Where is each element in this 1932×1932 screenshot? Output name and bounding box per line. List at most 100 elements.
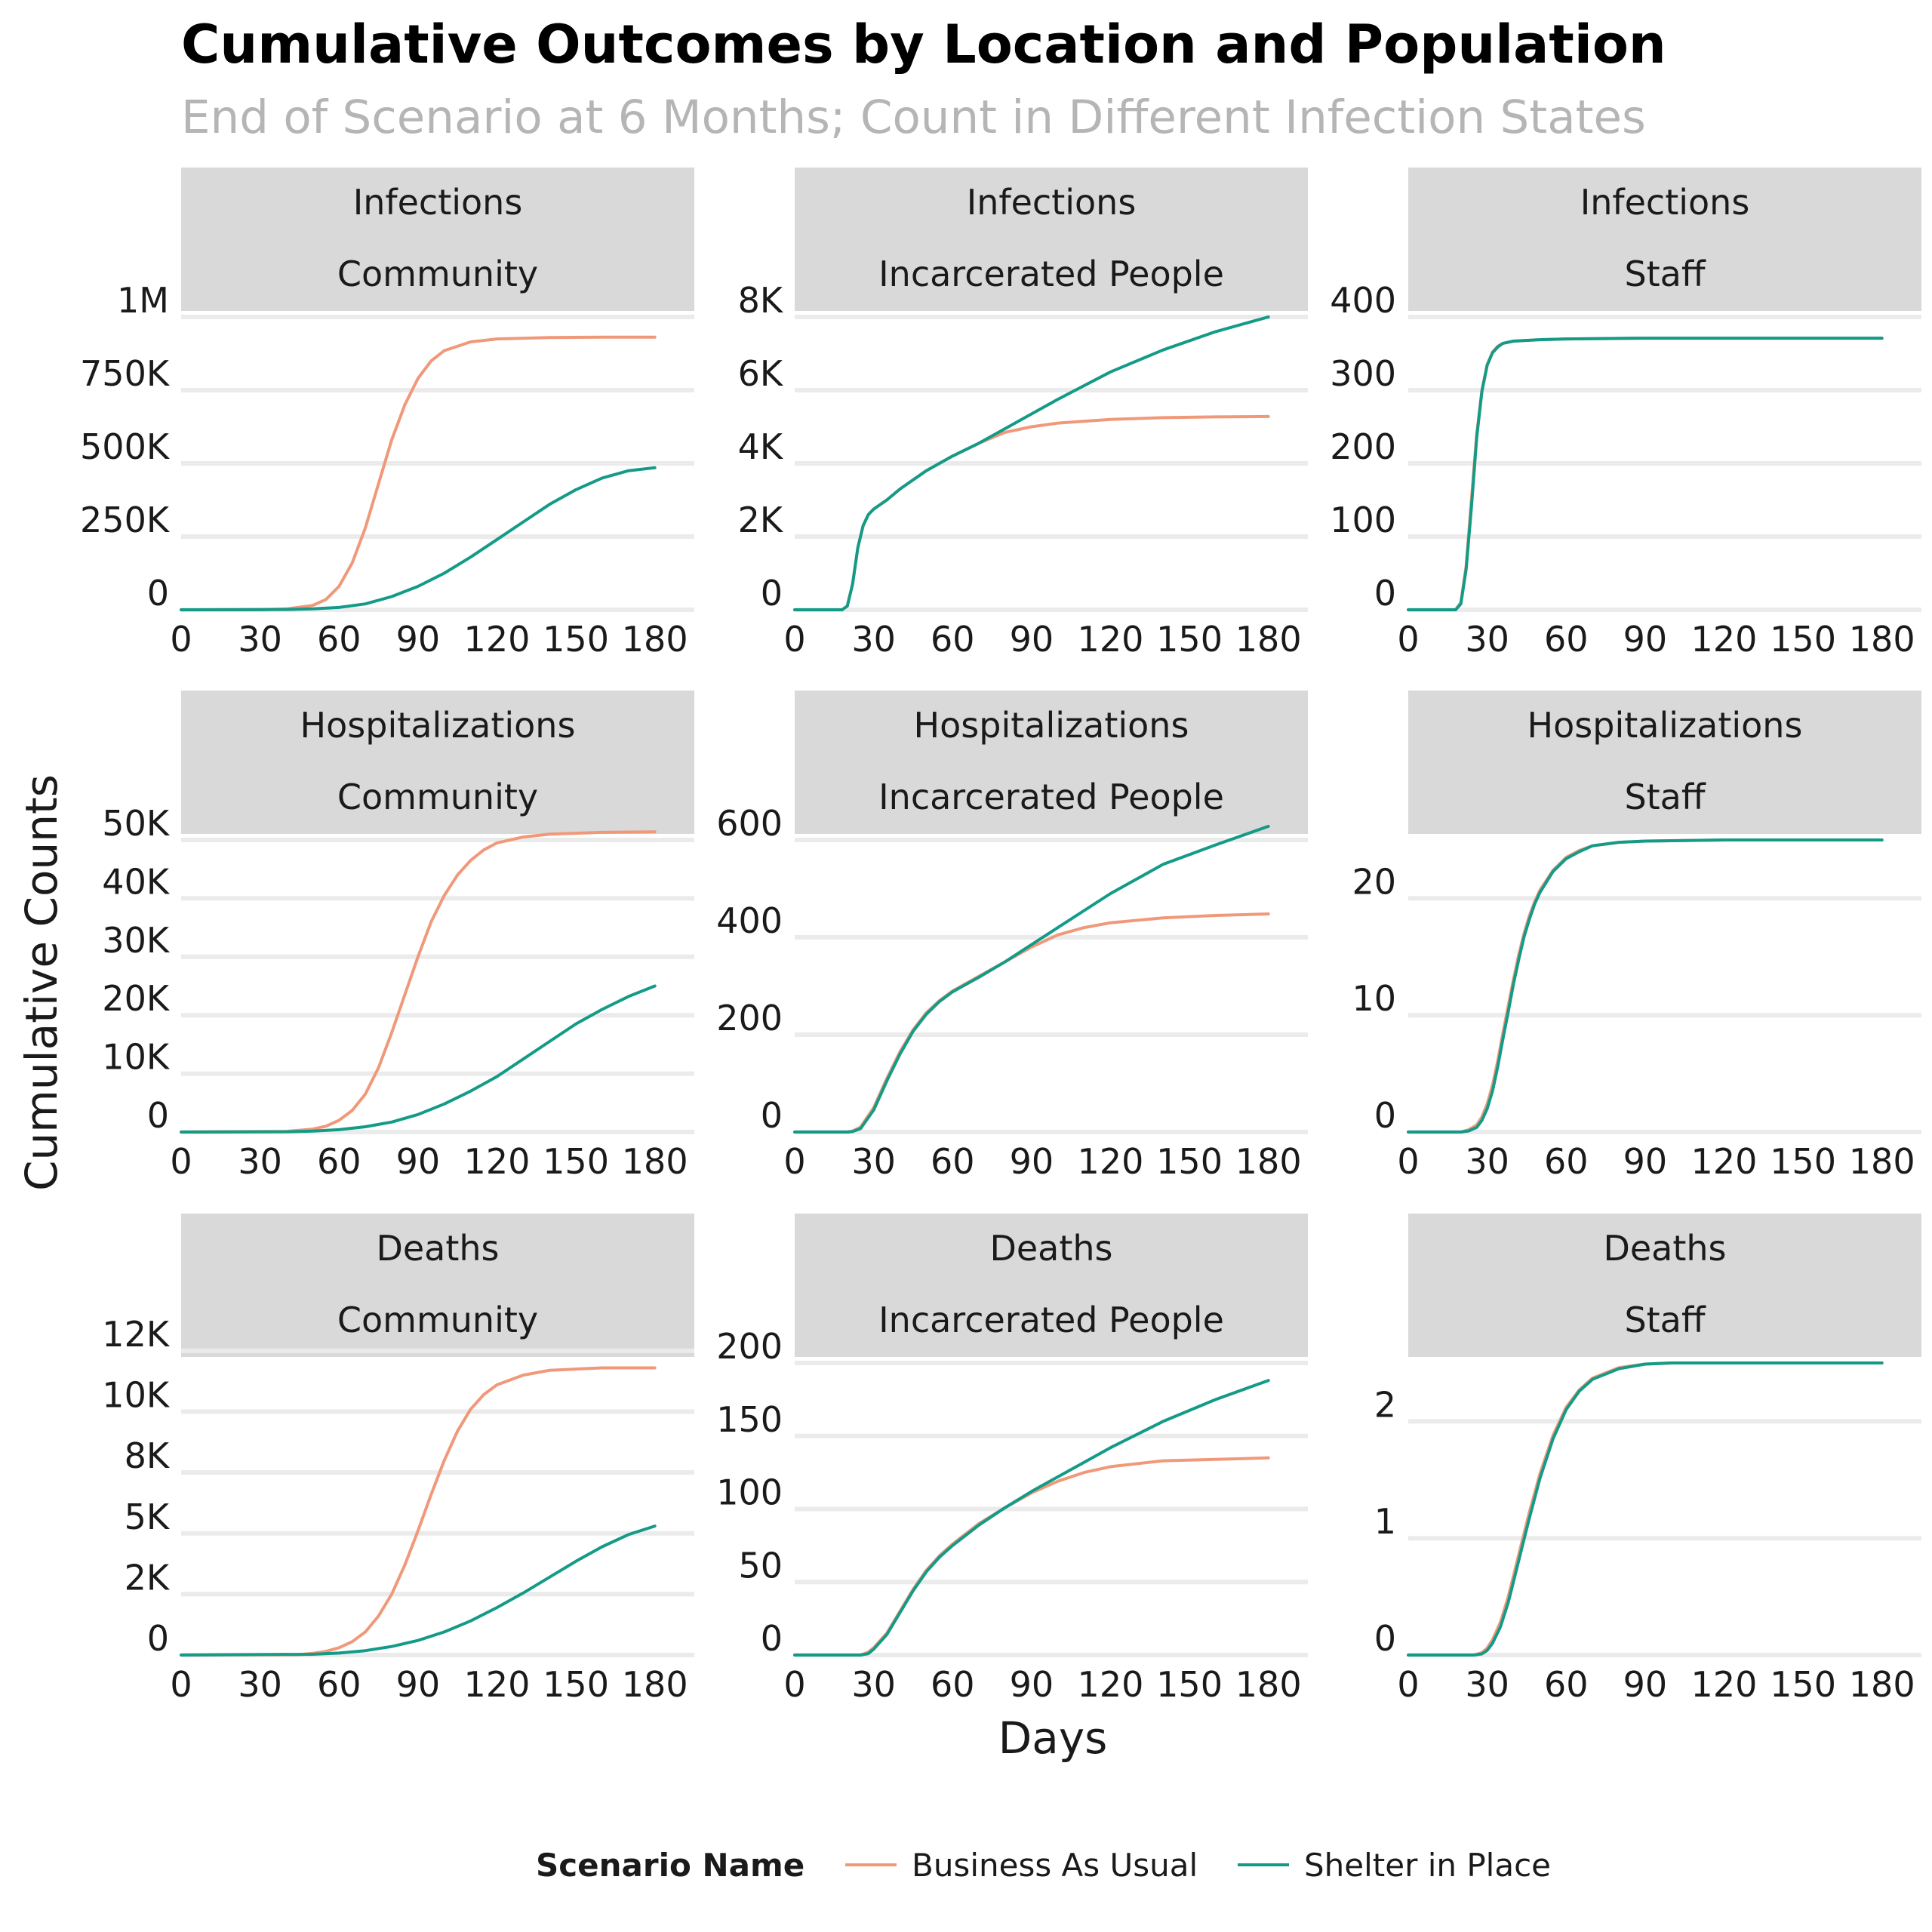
strip-label-outcome: Hospitalizations	[1527, 705, 1803, 746]
x-tick-label: 0	[783, 619, 805, 660]
strip-background	[795, 762, 1308, 834]
y-tick-label: 250K	[80, 500, 171, 540]
x-tick-label: 0	[1397, 1664, 1419, 1705]
x-tick-label: 0	[1397, 619, 1419, 660]
x-tick-label: 90	[396, 619, 441, 660]
y-tick-label: 6K	[738, 353, 784, 394]
y-tick-label: 0	[147, 1618, 169, 1659]
strip-background	[795, 239, 1308, 311]
panel-deaths-incarcerated-people: Deaths Incarcerated People 0 50 100 150 200 0 30…	[716, 1214, 1308, 1705]
x-tick-label: 180	[622, 619, 688, 660]
y-tick-label: 10K	[102, 1037, 171, 1078]
legend-title: Scenario Name	[536, 1847, 804, 1884]
y-tick-label: 200	[1330, 426, 1396, 467]
strip-background	[181, 168, 694, 239]
x-tick-label: 90	[1010, 1141, 1054, 1182]
y-tick-label: 600	[716, 803, 783, 844]
y-tick-label: 0	[1374, 1618, 1396, 1659]
strip-label-outcome: Infections	[967, 182, 1137, 223]
x-tick-label: 60	[317, 1141, 361, 1182]
x-tick-label: 30	[238, 1141, 282, 1182]
strip-background	[181, 239, 694, 311]
y-tick-label: 500K	[80, 426, 171, 467]
y-tick-label: 100	[716, 1472, 783, 1513]
x-tick-label: 60	[317, 1664, 361, 1705]
legend: Scenario Name Business As Usual Shelter in…	[536, 1847, 1551, 1884]
x-tick-label: 60	[1544, 1141, 1589, 1182]
x-tick-label: 30	[851, 1141, 896, 1182]
x-tick-label: 150	[543, 1141, 609, 1182]
legend-label-shelter-in-place: Shelter in Place	[1304, 1847, 1551, 1884]
strip-background	[181, 1285, 694, 1357]
x-tick-label: 120	[1691, 619, 1758, 660]
x-tick-label: 30	[1465, 1664, 1509, 1705]
y-tick-label: 2	[1374, 1384, 1396, 1425]
y-tick-label: 0	[1374, 573, 1396, 614]
y-tick-label: 20K	[102, 978, 171, 1019]
x-tick-label: 150	[543, 1664, 609, 1705]
y-tick-label: 750K	[80, 353, 171, 394]
x-tick-label: 180	[1235, 1141, 1302, 1182]
y-axis-title: Cumulative Counts	[16, 774, 67, 1191]
y-tick-label: 20	[1352, 861, 1396, 902]
y-tick-label: 4K	[738, 426, 784, 467]
series-line-shelter-in-place	[793, 1379, 1270, 1657]
y-tick-label: 2K	[738, 500, 784, 540]
panel-infections-community: Infections Community 0 250K 500K 750K 1M 0 30 60 9…	[80, 168, 694, 660]
x-tick-label: 0	[170, 1141, 192, 1182]
strip-label-population: Staff	[1624, 777, 1706, 817]
x-tick-label: 150	[1156, 619, 1223, 660]
y-tick-label: 5K	[125, 1497, 171, 1537]
x-tick-label: 90	[1623, 1141, 1668, 1182]
series-line-shelter-in-place	[180, 466, 657, 611]
x-tick-label: 60	[1544, 1664, 1589, 1705]
x-tick-label: 120	[1078, 1141, 1144, 1182]
x-tick-label: 30	[1465, 1141, 1509, 1182]
strip-label-outcome: Deaths	[376, 1228, 499, 1269]
y-tick-label: 0	[147, 573, 169, 614]
x-tick-label: 180	[1849, 1664, 1915, 1705]
strip-background	[181, 762, 694, 834]
y-tick-label: 0	[761, 1618, 783, 1659]
x-tick-label: 30	[851, 1664, 896, 1705]
x-tick-label: 150	[1770, 1664, 1836, 1705]
strip-background	[1408, 239, 1921, 311]
panel-hospitalizations-incarcerated-people: Hospitalizations Incarcerated People 0 200 4…	[716, 691, 1308, 1182]
strip-background	[181, 1214, 694, 1285]
panel-hospitalizations-staff: Hospitalizations Staff 0 10 20 0 30 60 90 120 150 1…	[1352, 691, 1921, 1182]
x-tick-label: 90	[1623, 1664, 1668, 1705]
x-tick-label: 0	[783, 1664, 805, 1705]
x-tick-label: 30	[851, 619, 896, 660]
y-tick-label: 0	[761, 573, 783, 614]
strip-label-population: Community	[337, 1300, 538, 1340]
y-tick-label: 40K	[102, 861, 171, 902]
strip-background	[1408, 762, 1921, 834]
strip-background	[1408, 691, 1921, 762]
x-tick-label: 60	[1544, 619, 1589, 660]
series-line-shelter-in-place	[180, 984, 657, 1134]
strip-label-population: Staff	[1624, 1300, 1706, 1340]
chart-subtitle: End of Scenario at 6 Months; Count in Di…	[181, 91, 1646, 144]
y-tick-label: 8K	[738, 280, 784, 321]
strip-label-population: Incarcerated People	[878, 777, 1224, 817]
y-tick-label: 150	[716, 1399, 783, 1440]
strip-label-outcome: Hospitalizations	[300, 705, 576, 746]
x-tick-label: 150	[1770, 1141, 1836, 1182]
x-tick-label: 90	[396, 1141, 441, 1182]
x-tick-label: 60	[931, 619, 975, 660]
series-line-business-as-usual	[180, 335, 657, 611]
y-tick-label: 12K	[102, 1314, 171, 1355]
x-tick-label: 180	[1235, 1664, 1302, 1705]
x-tick-label: 180	[1849, 1141, 1915, 1182]
y-tick-label: 300	[1330, 353, 1396, 394]
x-tick-label: 180	[1235, 619, 1302, 660]
series-line-shelter-in-place	[1407, 838, 1884, 1134]
y-tick-label: 0	[1374, 1095, 1396, 1136]
x-tick-label: 30	[238, 1664, 282, 1705]
strip-background	[1408, 1214, 1921, 1285]
x-tick-label: 120	[1691, 1141, 1758, 1182]
y-tick-label: 200	[716, 998, 783, 1038]
y-tick-label: 1	[1374, 1501, 1396, 1542]
series-line-business-as-usual	[180, 830, 657, 1134]
strip-background	[1408, 1285, 1921, 1357]
